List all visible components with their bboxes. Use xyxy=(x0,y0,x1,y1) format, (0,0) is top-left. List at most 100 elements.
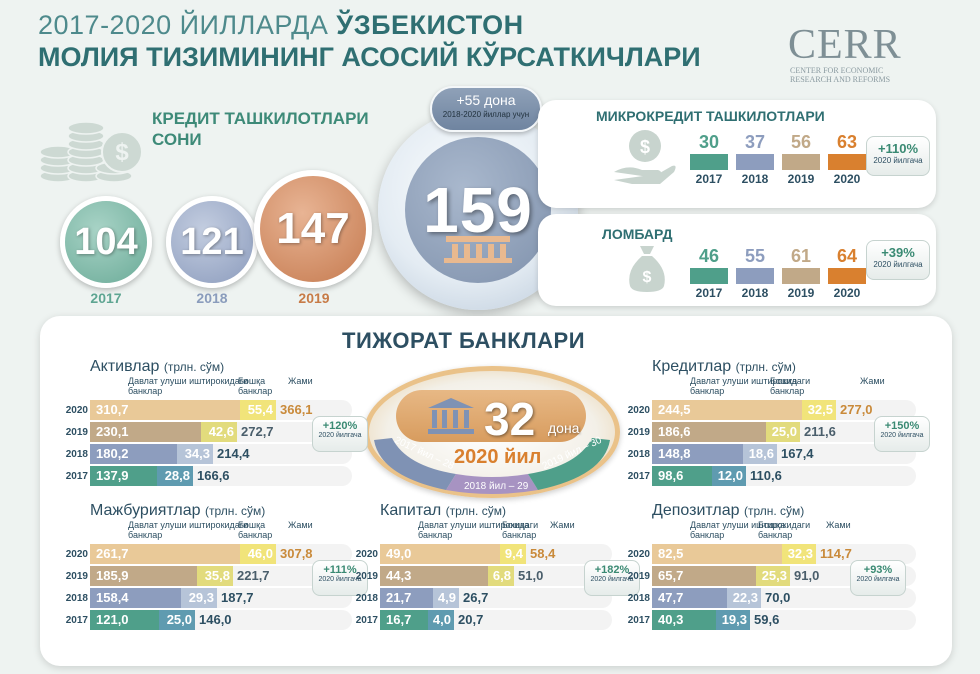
depozitlar-col-other: Бошқа банклар xyxy=(758,520,793,540)
kreditlar-state-2017: 98,6 xyxy=(652,466,712,486)
lombard-growth: +39% xyxy=(881,245,915,260)
total-circle: 159 xyxy=(405,137,551,283)
kreditlar-other-2019: 25,0 xyxy=(766,422,800,442)
mikrokredit-value-2017: 30 xyxy=(698,132,720,152)
svg-text:$: $ xyxy=(643,269,652,286)
mikrokredit-growth-caption: 2020 йилгача xyxy=(873,156,923,165)
depozitlar-title: Депозитлар (трлн. сўм) xyxy=(652,502,804,520)
kapital-title-unit: (трлн. сўм) xyxy=(445,504,506,518)
circle-year-2018: 2018 xyxy=(196,290,228,306)
circle-value-2019: 147 xyxy=(276,204,350,253)
depozitlar-row-year-2018: 2018 xyxy=(627,593,650,604)
pill-value: +55 дона xyxy=(456,92,516,108)
aktivlar-row-year-2019: 2019 xyxy=(65,427,88,438)
kreditlar-growth: +150% xyxy=(884,420,920,432)
majburiyatlar-state-2017: 121,0 xyxy=(90,610,159,630)
depozitlar-col-total: Жами xyxy=(826,520,851,530)
majburiyatlar-title-text: Мажбуриятлар xyxy=(90,502,205,519)
kapital-row-year-2018: 2018 xyxy=(355,593,378,604)
aktivlar-state-2017: 137,9 xyxy=(90,466,157,486)
lombard-value-2019: 61 xyxy=(790,246,812,266)
lombard-year-2017: 2017 xyxy=(695,286,723,300)
lombard-growth-badge: +39% 2020 йилгача xyxy=(866,240,930,280)
mikrokredit-bar-2018 xyxy=(736,154,774,170)
aktivlar-growth: +120% xyxy=(322,420,358,432)
mikrokredit-value-2020: 63 xyxy=(836,132,858,152)
lombard-year-2020: 2020 xyxy=(833,286,861,300)
kapital-other-2018: 4,9 xyxy=(433,588,459,608)
aktivlar-other-2019: 42,6 xyxy=(201,422,237,442)
majburiyatlar-growth: +111% xyxy=(323,564,357,576)
banks-title: ТИЖОРАТ БАНКЛАРИ xyxy=(342,328,586,353)
aktivlar-total-2018: 214,4 xyxy=(217,446,250,461)
kreditlar-other-2018: 18,6 xyxy=(743,444,777,464)
kreditlar-state-2019: 186,6 xyxy=(652,422,766,442)
kapital-total-2018: 26,7 xyxy=(463,590,489,605)
kapital-col-other: Бошқа банклар xyxy=(502,520,537,540)
kreditlar-col-state: Давлат улуши иштирокидаги банклар xyxy=(690,376,811,396)
svg-text:$: $ xyxy=(640,137,650,157)
majburiyatlar-total-2017: 146,0 xyxy=(199,612,232,627)
majburiyatlar-row-year-2018: 2018 xyxy=(65,593,88,604)
depozitlar-title-unit: (трлн. сўм) xyxy=(743,504,805,518)
kapital-state-2017: 16,7 xyxy=(380,610,428,630)
kapital-row-year-2017: 2017 xyxy=(355,615,378,626)
kreditlar-title: Кредитлар (трлн. сўм) xyxy=(652,358,796,376)
kapital-other-2019: 6,8 xyxy=(488,566,514,586)
kapital-col-total: Жами xyxy=(550,520,575,530)
logo-text: CERR xyxy=(788,22,902,68)
kapital-state-2020: 49,0 xyxy=(380,544,500,564)
total-value: 159 xyxy=(423,174,533,246)
page-title-line2: МОЛИЯ ТИЗИМИНИНГ АСОСИЙ КЎРСАТКИЧЛАРИ xyxy=(38,42,701,72)
kapital-state-2018: 21,7 xyxy=(380,588,433,608)
circle-2019: 147 xyxy=(254,170,372,288)
kapital-row-year-2020: 2020 xyxy=(355,549,378,560)
kreditlar-other-2020: 32,5 xyxy=(802,400,836,420)
kapital-growth: +182% xyxy=(594,564,630,576)
kreditlar-total-2019: 211,6 xyxy=(804,424,836,439)
majburiyatlar-row-year-2020: 2020 xyxy=(65,549,88,560)
banks-count-year: 2020 йил xyxy=(454,446,542,468)
kapital-total-2019: 51,0 xyxy=(518,568,544,583)
kapital-col-state: Давлат улуши иштирокидаги банклар xyxy=(418,520,539,540)
page-title-line1: 2017-2020 ЙИЛЛАРДА ЎЗБЕКИСТОН xyxy=(38,10,524,41)
title-prefix: 2017-2020 ЙИЛЛАРДА xyxy=(38,10,329,40)
mikrokredit-value-2019: 56 xyxy=(790,132,812,152)
depozitlar-other-2018: 22,3 xyxy=(727,588,761,608)
circle-value-2017: 104 xyxy=(74,220,138,263)
banks-count: 32 xyxy=(484,393,536,445)
circle-2018: 121 xyxy=(166,196,258,288)
depozitlar-title-text: Депозитлар xyxy=(652,502,744,519)
majburiyatlar-col-state: Давлат улуши иштирокидаги банклар xyxy=(128,520,249,540)
depozitlar-row-year-2020: 2020 xyxy=(627,549,650,560)
majburiyatlar-other-2020: 46,0 xyxy=(240,544,276,564)
aktivlar-other-2020: 55,4 xyxy=(240,400,276,420)
aktivlar-other-2017: 28,8 xyxy=(157,466,193,486)
depozitlar-state-2020: 82,5 xyxy=(652,544,782,564)
kapital-other-2017: 4,0 xyxy=(428,610,454,630)
depozitlar-other-2017: 19,3 xyxy=(716,610,750,630)
kapital-other-2020: 9,4 xyxy=(500,544,526,564)
aktivlar-other-2018: 34,3 xyxy=(177,444,213,464)
bank-building-icon xyxy=(428,398,474,434)
aktivlar-state-2018: 180,2 xyxy=(90,444,177,464)
kapital-title-text: Капитал xyxy=(380,502,446,519)
kreditlar-row-year-2019: 2019 xyxy=(627,427,650,438)
aktivlar-title-unit: (трлн. сўм) xyxy=(163,360,225,374)
kreditlar-title-unit: (трлн. сўм) xyxy=(735,360,796,374)
lombard-bar-2019 xyxy=(782,268,820,284)
depozitlar-state-2017: 40,3 xyxy=(652,610,716,630)
circle-year-2017: 2017 xyxy=(90,290,122,306)
mikrokredit-title: МИКРОКРЕДИТ ТАШКИЛОТЛАРИ xyxy=(596,108,825,124)
majburiyatlar-title: Мажбуриятлар (трлн. сўм) xyxy=(90,502,265,520)
logo-sub-1: CENTER FOR ECONOMIC xyxy=(790,66,884,75)
svg-text:$: $ xyxy=(115,139,129,166)
majburiyatlar-total-2018: 187,7 xyxy=(221,590,254,605)
depozitlar-growth: +93% xyxy=(863,564,893,576)
mikrokredit-bar-2017 xyxy=(690,154,728,170)
kreditlar-total-2018: 167,4 xyxy=(781,446,814,461)
aktivlar-row-year-2020: 2020 xyxy=(65,405,88,416)
aktivlar-col-state: Давлат улуши иштирокидаги банклар xyxy=(128,376,249,396)
aktivlar-title-text: Активлар xyxy=(90,358,164,375)
depozitlar-other-2019: 25,3 xyxy=(756,566,790,586)
